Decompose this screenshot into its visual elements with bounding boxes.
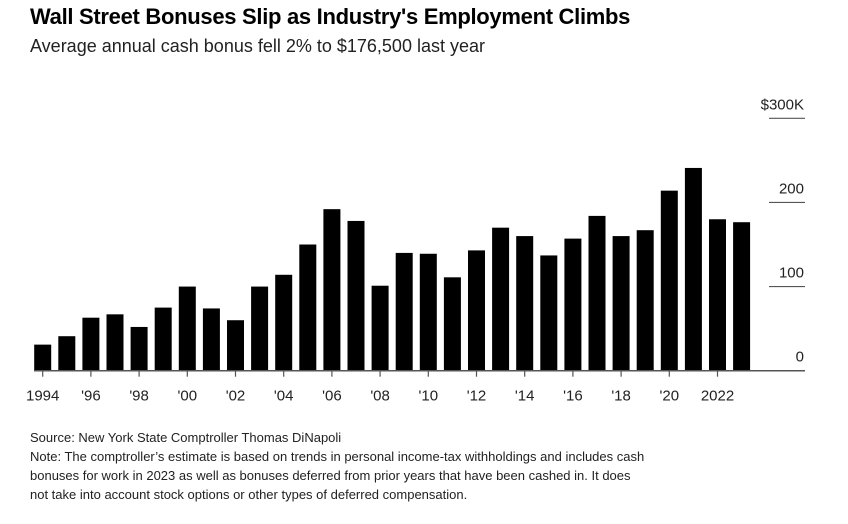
bar-2010 (419, 253, 437, 371)
bar-1996 (82, 317, 100, 371)
bar-1998 (130, 326, 148, 371)
note-line-1: Note: The comptroller’s estimate is base… (30, 449, 645, 464)
x-tick-label: '02 (226, 388, 246, 405)
bar-2004 (275, 274, 293, 371)
chart-subtitle: Average annual cash bonus fell 2% to $17… (30, 36, 485, 56)
bar-2015 (540, 255, 558, 371)
bar-1995 (58, 336, 76, 371)
x-tick-label: '98 (129, 388, 149, 405)
x-tick-label: '18 (611, 388, 631, 405)
bar-1997 (106, 314, 124, 371)
x-tick-label: '06 (322, 388, 342, 405)
bar-2005 (299, 244, 317, 371)
x-tick-label: '08 (370, 388, 390, 405)
bar-2014 (516, 236, 534, 371)
bar-2013 (492, 227, 510, 371)
bar-2012 (468, 250, 485, 371)
x-tick-label: '16 (563, 388, 583, 405)
bar-2006 (323, 209, 341, 371)
bar-2000 (178, 286, 196, 371)
y-tick-label: 0 (796, 349, 804, 366)
x-tick-label: '12 (467, 388, 487, 405)
source-text: Source: New York State Comptroller Thoma… (30, 430, 342, 445)
bar-2021 (684, 167, 702, 371)
chart-title: Wall Street Bonuses Slip as Industry's E… (30, 4, 631, 29)
bar-2022 (709, 219, 726, 371)
bar-2003 (251, 286, 269, 371)
y-tick-label: 100 (779, 265, 804, 282)
bar-2008 (371, 285, 389, 371)
y-tick-label: $300K (761, 96, 804, 113)
bar-2019 (636, 230, 654, 371)
bar-2011 (443, 277, 461, 371)
bar-2016 (564, 238, 582, 371)
bar-2020 (660, 190, 678, 371)
x-tick-label: '10 (419, 388, 439, 405)
bar-2007 (347, 220, 365, 371)
x-tick-label: 2022 (701, 388, 734, 405)
bar-2001 (202, 308, 220, 371)
note-line-3: not take into account stock options or o… (30, 487, 468, 502)
bar-2023 (733, 222, 751, 371)
bar-2017 (588, 215, 606, 371)
x-tick-label: '96 (81, 388, 101, 405)
bar-2018 (612, 236, 630, 371)
bar-1999 (154, 307, 172, 371)
note-line-2: bonuses for work in 2023 as well as bonu… (30, 468, 631, 483)
bar-2002 (227, 320, 244, 371)
x-tick-label: '00 (178, 388, 198, 405)
x-tick-label: '14 (515, 388, 535, 405)
x-tick-label: '04 (274, 388, 294, 405)
bar-2009 (395, 252, 413, 371)
y-tick-label: 200 (779, 180, 804, 197)
x-tick-label: '20 (660, 388, 680, 405)
x-tick-label: 1994 (26, 388, 59, 405)
bar-1994 (34, 344, 52, 371)
